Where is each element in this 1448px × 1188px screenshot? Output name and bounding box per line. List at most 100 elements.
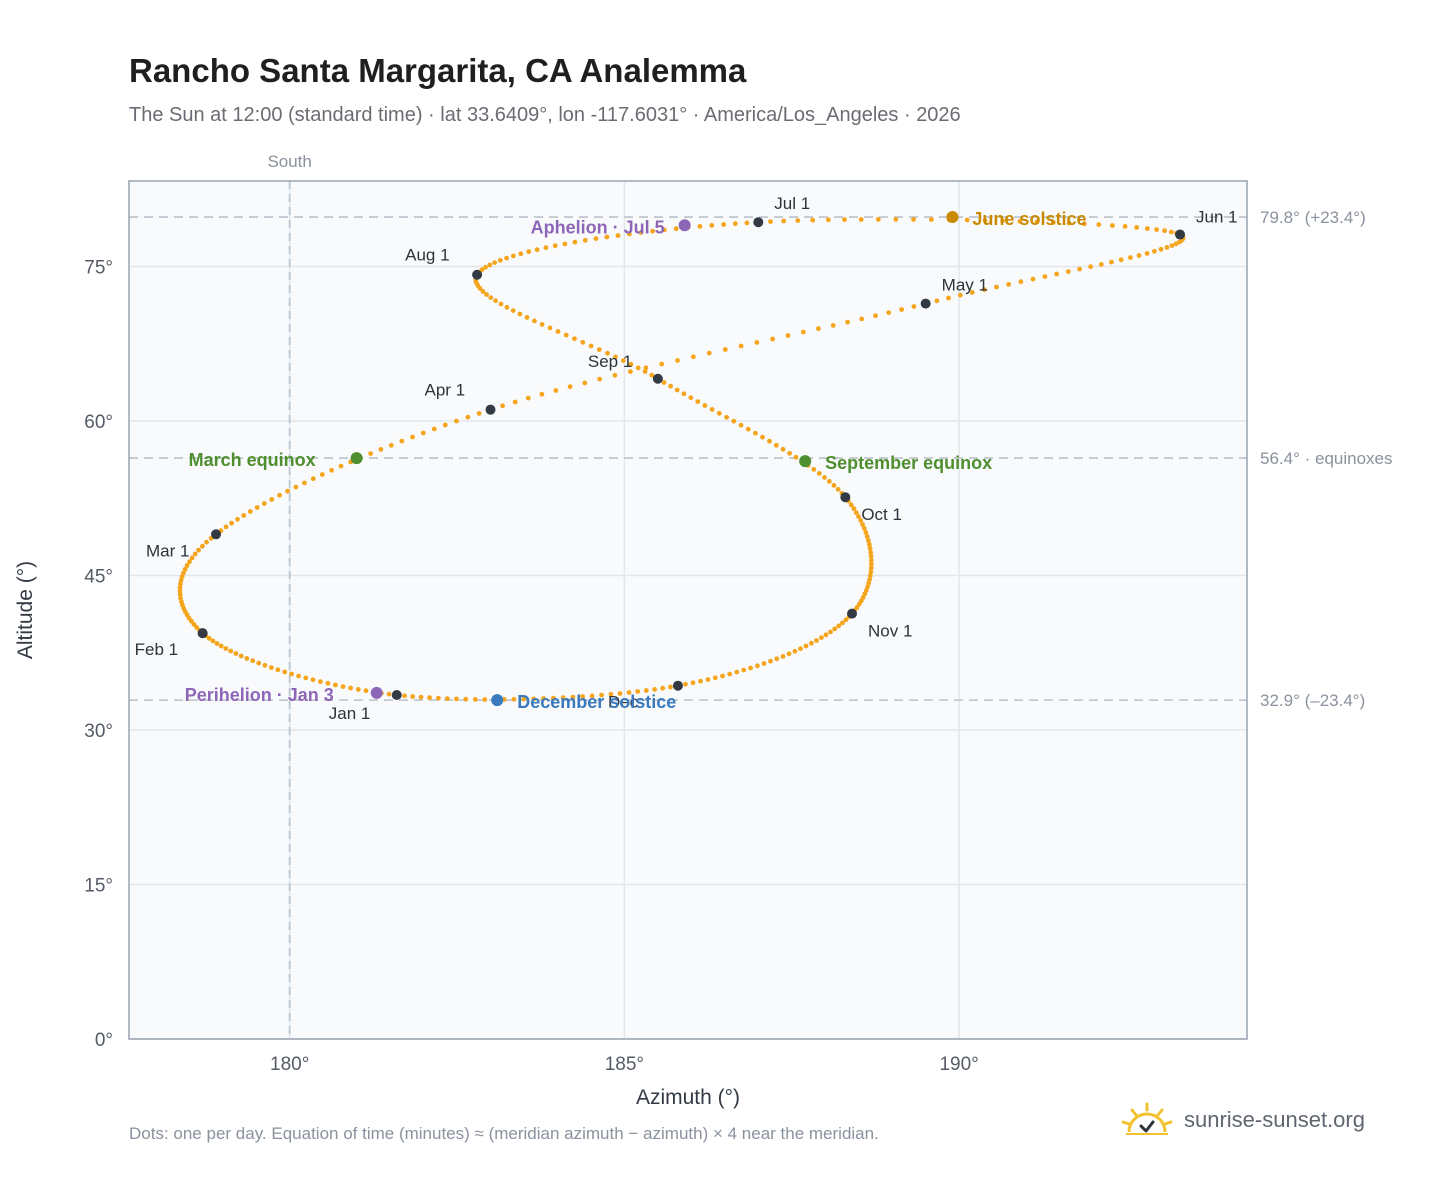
daily-dot [333, 682, 338, 688]
daily-dot [1065, 269, 1071, 274]
daily-dot [442, 422, 448, 428]
daily-dot [510, 308, 516, 313]
month-markers: Jan 1 Feb 1 Mar 1 Apr 1 May 1 Jun 1 Jul 1 Aug 1… [135, 194, 1238, 723]
daily-dot [673, 226, 679, 232]
daily-dot [1168, 229, 1174, 235]
daily-dot [597, 376, 603, 382]
month-marker [840, 492, 851, 503]
daily-dot [709, 407, 715, 412]
daily-dot [454, 418, 459, 424]
plot-frame [128, 180, 1248, 1040]
daily-dot [734, 669, 740, 675]
daily-dot [200, 543, 205, 549]
daily-dot [800, 329, 806, 335]
daily-dot [626, 690, 632, 695]
daily-dot [770, 336, 775, 342]
daily-dot [1096, 222, 1102, 228]
daily-dot [873, 313, 878, 319]
month-marker [197, 628, 208, 639]
daily-dot [539, 322, 545, 327]
daily-dot [1054, 271, 1060, 277]
daily-dot [786, 651, 792, 657]
daily-dot [608, 691, 614, 697]
plot-area [129, 181, 1247, 1039]
daily-dot [628, 361, 634, 367]
daily-dot [1118, 257, 1124, 263]
daily-dot [444, 696, 450, 701]
daily-dot [261, 501, 267, 506]
daily-dot [363, 688, 369, 694]
daily-dot [204, 539, 209, 545]
daily-dot [868, 550, 874, 555]
daily-dot [580, 694, 585, 699]
daily-dot [826, 479, 832, 484]
daily-dot [738, 343, 744, 349]
daily-dot [488, 295, 494, 300]
daily-dot [482, 697, 488, 702]
daily-dot [886, 310, 892, 315]
daily-dot [483, 264, 488, 270]
daily-dot [563, 332, 569, 338]
chart-subtitle: The Sun at 12:00 (standard time) · lat 3… [129, 104, 961, 126]
y-tick-label: 60° [84, 412, 113, 433]
daily-dot [511, 253, 516, 259]
event-label: Perihelion · Jan 3 [185, 685, 334, 705]
daily-dot [477, 286, 483, 291]
daily-dot [819, 635, 824, 640]
daily-dot [181, 570, 186, 576]
daily-dot [643, 688, 649, 693]
daily-dot [830, 323, 836, 328]
daily-dot [635, 365, 641, 371]
brand-link[interactable]: sunrise-sunset.org [1120, 1102, 1365, 1138]
daily-dot [244, 656, 250, 661]
daily-dot [228, 648, 234, 654]
daily-dot [1077, 266, 1082, 272]
daily-dot [511, 696, 517, 702]
daily-dot [773, 442, 779, 448]
daily-dot [296, 673, 301, 679]
daily-dot [355, 687, 361, 692]
daily-dot [859, 316, 865, 322]
daily-dot [582, 237, 588, 243]
daily-dot [643, 365, 649, 371]
daily-dot [1154, 227, 1159, 233]
daily-dot [706, 350, 712, 356]
daily-dot [500, 403, 505, 409]
daily-dot [348, 685, 353, 691]
daily-dot [811, 467, 817, 472]
daily-dot [994, 284, 999, 290]
daily-dot [650, 228, 655, 234]
daily-dot [555, 329, 561, 334]
daily-dot [588, 343, 594, 349]
daily-dot [1134, 225, 1140, 230]
daily-dot [1000, 218, 1005, 224]
daily-dot [410, 694, 416, 699]
daily-dot [572, 239, 578, 245]
daily-dot [795, 218, 801, 224]
daily-dot [534, 247, 540, 253]
daily-dot [659, 361, 665, 367]
daily-dot [1050, 220, 1056, 225]
daily-dot [241, 513, 247, 518]
daily-dot [843, 617, 849, 623]
daily-dot [868, 565, 874, 571]
daily-dot [627, 231, 632, 237]
daily-dot [868, 553, 874, 559]
reference-line-label: 79.8° (+23.4°) [1260, 208, 1366, 227]
daily-dot [835, 486, 841, 492]
daily-dot [720, 673, 725, 679]
month-label: Apr 1 [425, 381, 466, 400]
daily-dot [179, 574, 185, 580]
daily-dot [492, 260, 498, 265]
daily-dot [472, 697, 478, 702]
daily-dot [178, 581, 183, 587]
daily-dot [691, 354, 696, 360]
sun-logo-icon [1121, 1102, 1173, 1135]
month-marker [391, 689, 402, 700]
daily-dot [525, 395, 531, 401]
daily-dot [480, 289, 486, 294]
daily-dot [748, 665, 753, 671]
daily-dot [285, 488, 290, 494]
daily-dot [760, 434, 765, 440]
event-marker [946, 211, 959, 224]
